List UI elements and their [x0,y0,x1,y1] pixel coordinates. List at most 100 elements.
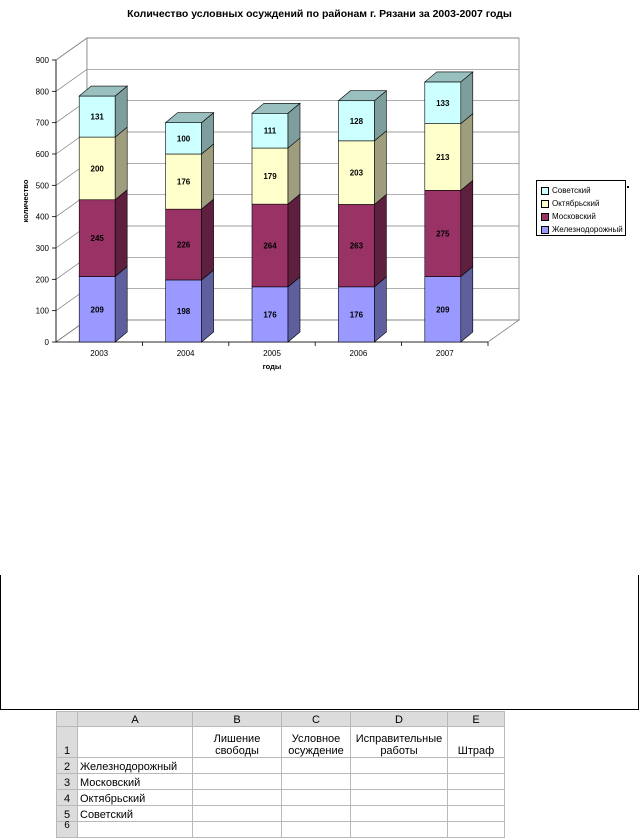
data-label: 128 [350,117,364,126]
table-row: 2 Железнодорожный [56,757,505,774]
cell [350,805,448,822]
bar-segment [338,140,375,205]
corner-cell [56,711,78,727]
x-tick-label: 2005 [263,349,281,358]
header-cell-deprivation: Лишение свободы [192,726,282,758]
data-label: 226 [177,241,191,250]
chart-legend: Советский Октябрьский Московский Железнодор… [536,180,626,236]
y-tick-label: 200 [36,275,50,284]
legend-item: Советский [541,184,621,197]
legend-label: Железнодорожный [552,225,623,234]
data-label: 264 [263,241,277,250]
chart-title: Количество условных осуждений по районам… [127,8,512,20]
data-label: 111 [264,127,277,136]
row-number: 6 [56,821,78,838]
x-tick-label: 2007 [436,349,454,358]
data-label: 203 [350,169,364,178]
bar-top [251,102,301,114]
cell [281,789,351,806]
data-label: 209 [91,305,105,314]
bar-side [374,193,387,288]
cell [192,789,282,806]
table-row: 5 Советский [56,805,505,822]
row-number: 2 [56,757,78,774]
column-header-row: A B C D E [56,711,505,727]
gridline [55,68,519,92]
y-tick-label: 800 [36,87,50,96]
legend-item: Железнодорожный [541,223,623,236]
header-cell-fine: Штраф [447,726,505,758]
bar-side [460,112,474,191]
row-number: 4 [56,789,78,806]
cell [350,757,448,774]
y-tick-label: 500 [36,181,50,190]
legend-swatch [541,186,549,195]
data-label: 179 [263,172,277,181]
row-number: 3 [56,773,78,790]
bar-segment [251,286,289,343]
y-tick-label: 0 [45,338,50,347]
cell [281,821,351,838]
column-header-e: E [447,711,505,727]
table-row: 3 Московский [56,773,505,790]
table-row: 1 Лишение свободы Условное осуждение Исп… [56,726,505,758]
data-label: 200 [91,164,105,173]
bar-top [164,112,215,123]
column-header-c: C [281,711,351,727]
column-header-a: A [77,711,193,727]
bar-side [201,269,214,343]
data-label: 213 [436,153,450,162]
x-axis-title: годы [263,362,282,371]
bar-segment [78,95,116,138]
data-label: 100 [177,134,191,143]
bar-side [114,265,128,343]
data-label: 133 [436,99,450,108]
cell [281,773,351,790]
y-axis-title: количество [21,179,30,222]
cell [77,726,193,758]
data-label: 198 [177,307,191,316]
district-cell: Октябрьский [77,789,193,806]
data-label: 209 [436,305,450,314]
legend-label: Октябрьский [552,199,600,208]
district-cell: Советский [77,805,193,822]
column-header-d: D [350,711,448,727]
bar-segment [424,123,462,191]
cell [447,805,505,822]
y-tick-label: 400 [36,213,50,222]
header-cell-conditional: Условное осуждение [281,726,351,758]
bar-side [374,276,387,343]
table-row: 6 [56,821,505,838]
legend-swatch [541,199,549,208]
bar-side [374,130,387,206]
legend-label: Советский [552,186,591,195]
cell [350,773,448,790]
bar-side [201,198,214,281]
bar-segment [165,279,202,343]
legend-marker-dot [627,186,629,188]
bar-side [460,179,474,278]
cell [192,821,282,838]
bar-segment [338,286,375,343]
row-number: 1 [56,726,78,758]
district-cell: Московский [77,773,193,790]
y-tick-label: 600 [36,150,50,159]
data-label: 131 [91,113,105,122]
header-text: Условное осуждение [288,733,344,757]
cell [192,757,282,774]
y-tick-label: 700 [36,119,50,128]
legend-item: Московский [541,210,621,223]
data-label: 176 [177,178,191,187]
bar-side [114,189,128,278]
gridline [55,37,519,61]
x-tick-label: 2004 [177,349,195,358]
bar-side [460,265,474,343]
bar-segment [165,208,202,281]
district-cell: Железнодорожный [77,757,193,774]
bar-top [337,90,388,102]
cell [447,789,505,806]
legend-label: Московский [552,212,596,221]
bar-top [78,85,129,97]
cell [192,805,282,822]
header-text: Исправительные работы [355,733,443,757]
